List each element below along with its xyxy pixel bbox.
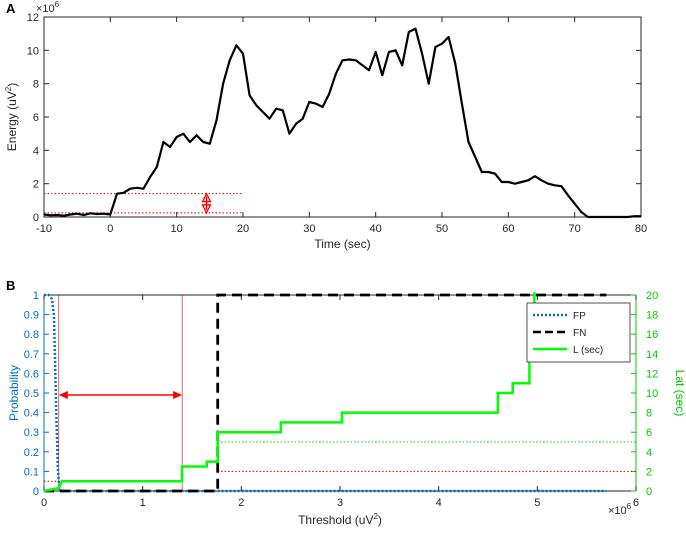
double-arrow-head-left-b	[58, 390, 68, 399]
y-tick-label-left-b: 0.6	[24, 368, 39, 380]
y-axis-label-main-a: Energy (uV	[5, 91, 19, 151]
x-tick-label-a: 20	[237, 223, 249, 235]
legend-label: FP	[573, 311, 586, 322]
fp-series-line	[44, 293, 607, 493]
x-tick-label-b: 0	[41, 497, 47, 509]
fn-series-line	[44, 293, 607, 493]
x-tick-label-b: 4	[436, 497, 442, 509]
y-tick-label-left-b: 0.4	[24, 408, 39, 420]
y-axis-label-a: Energy (uV2)	[4, 83, 19, 151]
y-tick-label-left-b: 0.9	[24, 310, 39, 322]
x-multiplier-b: ×106	[608, 502, 632, 517]
legend-b: FP FN L (sec)	[526, 302, 631, 363]
x-axis-label-a: Time (sec)	[314, 237, 370, 251]
x-multiplier-base-b: ×10	[608, 505, 627, 517]
y-tick-label-left-b: 1	[33, 290, 39, 302]
y-tick-label-left-b: 0	[33, 486, 39, 498]
x-tick-label-a: 40	[370, 223, 382, 235]
y-tick-label-a: 6	[33, 112, 39, 124]
x-tick-label-a: 80	[635, 223, 647, 235]
y-tick-label-right-b: 6	[646, 427, 652, 439]
y-axis-label-sup-a: 2	[4, 86, 13, 91]
x-axis-label-main-b: Threshold (uV	[298, 513, 373, 527]
y-tick-label-left-b: 0.2	[24, 447, 39, 459]
y-tick-label-right-b: 2	[646, 466, 652, 478]
y-axis-label-left-b: Probability	[7, 365, 21, 421]
double-arrow-head-top-a	[201, 192, 212, 203]
legend-label: L (sec)	[573, 345, 603, 356]
y-tick-label-left-b: 0.3	[24, 427, 39, 439]
energy-series-line	[43, 27, 641, 219]
y-tick-label-right-b: 4	[646, 447, 652, 459]
double-arrow-head-bottom-a	[201, 204, 212, 215]
y-tick-label-right-b: 18	[646, 310, 658, 322]
x-tick-label-a: 0	[107, 223, 113, 235]
x-axis-label-b: Threshold (uV2)	[298, 512, 382, 527]
y-tick-label-right-b: 20	[646, 290, 658, 302]
y-tick-label-left-b: 0.7	[24, 349, 39, 361]
x-tick-label-a: -10	[36, 223, 52, 235]
panel-label-a: A	[6, 1, 16, 16]
x-tick-label-a: 70	[569, 223, 581, 235]
y-tick-label-a: 2	[33, 179, 39, 191]
y-tick-label-right-b: 8	[646, 408, 652, 420]
x-tick-label-b: 6	[633, 497, 639, 509]
y-tick-label-right-b: 0	[646, 486, 652, 498]
x-tick-label-b: 3	[337, 497, 343, 509]
y-multiplier-base-a: ×10	[36, 3, 55, 15]
panel-b: 0 1 2 3 4 5 600.10.20.30.40.50.60.70.80.910246…	[6, 278, 686, 527]
y-tick-label-left-b: 0.1	[24, 466, 39, 478]
x-tick-label-a: 30	[303, 223, 315, 235]
y-axis-label-right-b: Lat (sec)	[673, 370, 686, 417]
x-tick-label-a: 10	[171, 223, 183, 235]
x-tick-label-b: 1	[140, 497, 146, 509]
latency-series-line	[43, 292, 536, 493]
y-tick-label-a: 8	[33, 79, 39, 91]
legend-label: FN	[573, 328, 586, 339]
y-tick-label-a: 0	[33, 212, 39, 224]
plot-area-a	[43, 16, 642, 218]
y-tick-label-left-b: 0.8	[24, 329, 39, 341]
x-tick-label-a: 60	[502, 223, 514, 235]
legend-box	[526, 302, 631, 363]
y-tick-label-left-b: 0.5	[24, 388, 39, 400]
x-axis-label-sup-b: 2	[373, 512, 378, 521]
x-tick-label-b: 5	[534, 497, 540, 509]
y-tick-label-right-b: 16	[646, 329, 658, 341]
y-axis-label-close-a: )	[5, 83, 19, 87]
y-multiplier-exp-a: 6	[55, 0, 60, 9]
y-tick-label-a: 4	[33, 145, 39, 157]
y-tick-label-right-b: 10	[646, 388, 658, 400]
double-arrow-head-right-b	[173, 390, 183, 399]
panel-label-b: B	[6, 278, 15, 293]
y-tick-label-a: 12	[27, 12, 39, 24]
y-multiplier-a: ×106	[36, 0, 60, 15]
y-tick-label-a: 10	[27, 45, 39, 57]
x-tick-label-b: 2	[238, 497, 244, 509]
x-axis-label-close-b: )	[378, 513, 382, 527]
y-tick-label-right-b: 14	[646, 349, 658, 361]
y-tick-label-right-b: 12	[646, 368, 658, 380]
x-multiplier-exp-b: 6	[627, 502, 632, 511]
x-tick-label-a: 50	[436, 223, 448, 235]
